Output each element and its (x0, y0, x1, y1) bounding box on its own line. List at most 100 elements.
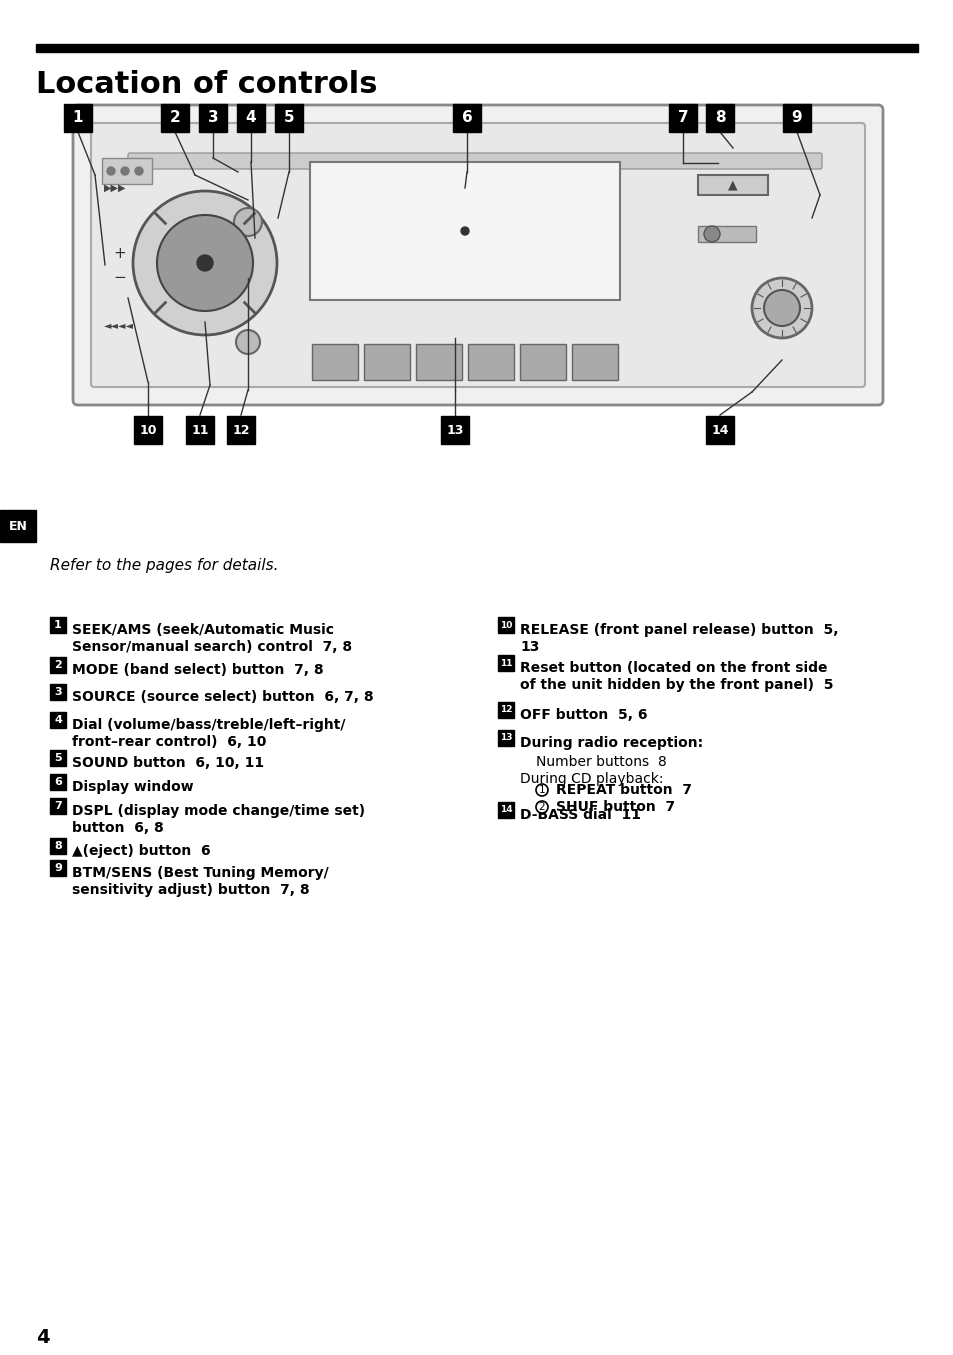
Text: Sensor/manual search) control  7, 8: Sensor/manual search) control 7, 8 (71, 640, 352, 654)
Bar (705, 104, 733, 131)
Bar (161, 104, 189, 131)
Circle shape (157, 215, 253, 312)
Text: During CD playback:: During CD playback: (519, 772, 662, 786)
Text: 13: 13 (446, 424, 463, 436)
Text: front–rear control)  6, 10: front–rear control) 6, 10 (71, 734, 266, 749)
Bar (50, 617, 66, 633)
Bar (50, 711, 66, 728)
Text: 5: 5 (283, 111, 294, 126)
Text: −: − (113, 270, 126, 285)
Bar (36, 43, 917, 51)
Text: 1: 1 (538, 785, 545, 795)
Text: 11: 11 (191, 424, 209, 436)
Text: button  6, 8: button 6, 8 (71, 821, 164, 835)
Bar (497, 730, 514, 747)
Text: 4: 4 (54, 715, 62, 725)
Text: 2: 2 (54, 660, 62, 669)
Bar (572, 344, 618, 379)
FancyBboxPatch shape (128, 153, 821, 169)
Bar (416, 344, 461, 379)
Text: OFF button  5, 6: OFF button 5, 6 (519, 709, 647, 722)
Bar (199, 104, 227, 131)
Text: 4: 4 (246, 111, 256, 126)
Text: 3: 3 (54, 687, 62, 696)
Bar (227, 416, 254, 444)
Bar (312, 344, 357, 379)
Text: 2: 2 (170, 111, 180, 126)
Text: 9: 9 (54, 863, 62, 873)
Bar (0, 509, 36, 542)
Bar (705, 416, 733, 444)
Text: 8: 8 (54, 841, 62, 851)
Text: RELEASE (front panel release) button  5,: RELEASE (front panel release) button 5, (519, 623, 838, 637)
Bar (50, 798, 66, 814)
Bar (782, 104, 810, 131)
Bar (440, 416, 469, 444)
Bar (50, 751, 66, 766)
Circle shape (536, 801, 547, 813)
Text: sensitivity adjust) button  7, 8: sensitivity adjust) button 7, 8 (71, 883, 310, 897)
Text: EN: EN (9, 519, 28, 533)
Text: 14: 14 (711, 424, 728, 436)
Circle shape (763, 290, 800, 327)
Text: 8: 8 (714, 111, 724, 126)
Circle shape (536, 785, 547, 795)
Circle shape (196, 255, 213, 271)
Bar (497, 654, 514, 671)
Circle shape (703, 226, 720, 243)
Text: ◄◄◄◄: ◄◄◄◄ (104, 320, 133, 331)
Text: 5: 5 (54, 753, 62, 763)
Circle shape (460, 228, 469, 234)
Text: 3: 3 (208, 111, 218, 126)
FancyBboxPatch shape (91, 123, 864, 388)
Text: 9: 9 (791, 111, 801, 126)
Bar (50, 774, 66, 790)
Text: 10: 10 (139, 424, 156, 436)
Text: During radio reception:: During radio reception: (519, 736, 702, 751)
Bar (468, 344, 514, 379)
Text: BTM/SENS (Best Tuning Memory/: BTM/SENS (Best Tuning Memory/ (71, 866, 329, 879)
Circle shape (233, 209, 262, 236)
Text: 13: 13 (499, 733, 512, 743)
Text: 11: 11 (499, 659, 512, 668)
Text: Dial (volume/bass/treble/left–right/: Dial (volume/bass/treble/left–right/ (71, 718, 345, 732)
Bar (274, 104, 303, 131)
Bar (668, 104, 697, 131)
Circle shape (235, 331, 260, 354)
Text: Reset button (located on the front side: Reset button (located on the front side (519, 661, 826, 675)
Bar (698, 175, 767, 195)
Bar (50, 860, 66, 875)
Bar (497, 702, 514, 718)
Circle shape (135, 167, 143, 175)
Text: DSPL (display mode change/time set): DSPL (display mode change/time set) (71, 804, 365, 818)
Bar (50, 657, 66, 673)
Text: 7: 7 (677, 111, 688, 126)
Text: 2: 2 (538, 802, 545, 812)
Bar (102, 159, 152, 184)
Text: of the unit hidden by the front panel)  5: of the unit hidden by the front panel) 5 (519, 678, 833, 692)
Text: 1: 1 (72, 111, 83, 126)
Text: SOUND button  6, 10, 11: SOUND button 6, 10, 11 (71, 756, 264, 770)
FancyBboxPatch shape (73, 104, 882, 405)
Text: SOURCE (source select) button  6, 7, 8: SOURCE (source select) button 6, 7, 8 (71, 690, 374, 705)
Text: ▲: ▲ (727, 179, 737, 191)
Bar (453, 104, 480, 131)
Text: SHUF button  7: SHUF button 7 (556, 799, 675, 814)
Text: ▲(eject) button  6: ▲(eject) button 6 (71, 844, 211, 858)
Bar (50, 837, 66, 854)
Text: ▶▶▶: ▶▶▶ (104, 183, 127, 192)
Bar (519, 344, 565, 379)
Text: Location of controls: Location of controls (36, 70, 377, 99)
Text: Refer to the pages for details.: Refer to the pages for details. (50, 558, 278, 573)
Text: +: + (113, 245, 126, 260)
Text: 12: 12 (499, 706, 512, 714)
Bar (236, 104, 265, 131)
Text: 4: 4 (36, 1328, 50, 1347)
Bar (497, 802, 514, 818)
Bar (50, 684, 66, 701)
Text: MODE (band select) button  7, 8: MODE (band select) button 7, 8 (71, 663, 323, 678)
Text: REPEAT button  7: REPEAT button 7 (556, 783, 691, 797)
Circle shape (751, 278, 811, 337)
Text: 6: 6 (461, 111, 472, 126)
Bar (497, 617, 514, 633)
